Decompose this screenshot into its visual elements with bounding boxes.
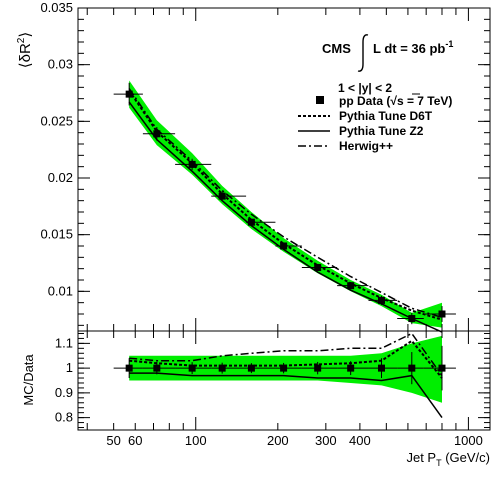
main-data-points	[113, 82, 456, 325]
main-ytick-label: 0.035	[40, 0, 73, 15]
ratio-data-point	[218, 364, 226, 372]
x-tick-label: 100	[185, 433, 207, 448]
x-axis-label: Jet PT (GeV/c)	[406, 450, 490, 468]
main-ytick-label: 0.025	[40, 113, 73, 128]
ratio-plot-frame	[77, 330, 491, 431]
legend-label-data: pp Data (√s = 7 TeV)	[339, 94, 452, 108]
main-data-point	[377, 296, 385, 304]
legend-entry-data: pp Data (√s = 7 TeV)	[316, 93, 452, 108]
main-y-axis-ticks: 0.01 0.015 0.02 0.025 0.03 0.035	[40, 0, 490, 326]
legend-entry-herwig: Herwig++	[298, 139, 393, 153]
x-tick-label: 200	[267, 433, 289, 448]
ratio-x-axis-ticks: 50 60 100 200 300 400 1000	[86, 331, 483, 448]
ratio-y-axis-ticks: 0.8 0.9 1 1.1	[55, 332, 490, 429]
main-line-d6t	[128, 90, 443, 321]
ratio-line-d6t	[129, 339, 443, 379]
legend: pp Data (√s = 7 TeV) Pythia Tune D6T Pyt…	[298, 93, 452, 153]
ratio-data-point	[408, 364, 416, 372]
main-ytick-label: 0.01	[48, 283, 73, 298]
main-data-point	[125, 90, 133, 98]
ratio-data-point	[314, 364, 322, 372]
ratio-data-point	[438, 364, 446, 372]
legend-entry-d6t: Pythia Tune D6T	[298, 109, 433, 123]
ratio-ytick-label: 0.8	[55, 410, 73, 425]
integral-sign	[357, 34, 369, 72]
main-ytick-label: 0.03	[48, 57, 73, 72]
main-data-point	[218, 192, 226, 200]
ratio-data-point	[377, 364, 385, 372]
main-data-point	[438, 310, 446, 318]
legend-label-herwig: Herwig++	[339, 139, 393, 153]
ratio-data-point	[125, 364, 133, 372]
legend-entry-z2: Pythia Tune Z2	[298, 124, 424, 138]
rapidity-label: 1 < |y| < 2	[338, 81, 392, 95]
main-data-point	[280, 242, 288, 250]
x-tick-label: 400	[349, 433, 371, 448]
legend-label-d6t: Pythia Tune D6T	[339, 109, 433, 123]
ratio-data-points	[113, 345, 456, 391]
ratio-line-z2	[129, 372, 443, 419]
legend-marker-data	[316, 96, 324, 104]
ratio-mc-lines	[129, 332, 443, 419]
cms-annotation: CMS L dt = 36 pb-1 1 < |y| < 2	[322, 34, 453, 95]
ratio-ytick-label: 1.1	[55, 335, 73, 350]
experiment-label: CMS	[322, 41, 351, 56]
legend-label-z2: Pythia Tune Z2	[339, 124, 424, 138]
main-data-point	[314, 264, 322, 272]
ratio-y-axis-label: MC/Data	[21, 354, 36, 406]
x-tick-label: 300	[315, 433, 337, 448]
ratio-line-herwig	[129, 332, 443, 377]
main-data-point	[408, 315, 416, 323]
main-plot-frame	[77, 7, 491, 332]
x-tick-label: 50	[106, 433, 120, 448]
main-x-axis-ticks	[86, 8, 469, 331]
main-data-point	[153, 130, 161, 138]
main-y-axis-label: ⟨δR2⟩	[16, 32, 34, 68]
main-data-point	[247, 218, 255, 226]
ratio-data-point	[247, 364, 255, 372]
main-data-point	[188, 160, 196, 168]
ratio-data-point	[280, 364, 288, 372]
main-ytick-label: 0.015	[40, 227, 73, 242]
ratio-data-point	[347, 364, 355, 372]
ratio-ytick-label: 0.9	[55, 385, 73, 400]
x-tick-label: 1000	[454, 433, 483, 448]
luminosity-label: L dt = 36 pb-1	[373, 39, 453, 56]
ratio-data-point	[153, 364, 161, 372]
main-data-point	[347, 282, 355, 290]
ratio-ytick-label: 1	[66, 360, 73, 375]
main-line-herwig	[128, 88, 443, 319]
ratio-data-point	[188, 364, 196, 372]
x-tick-label: 60	[128, 433, 142, 448]
main-ytick-label: 0.02	[48, 170, 73, 185]
